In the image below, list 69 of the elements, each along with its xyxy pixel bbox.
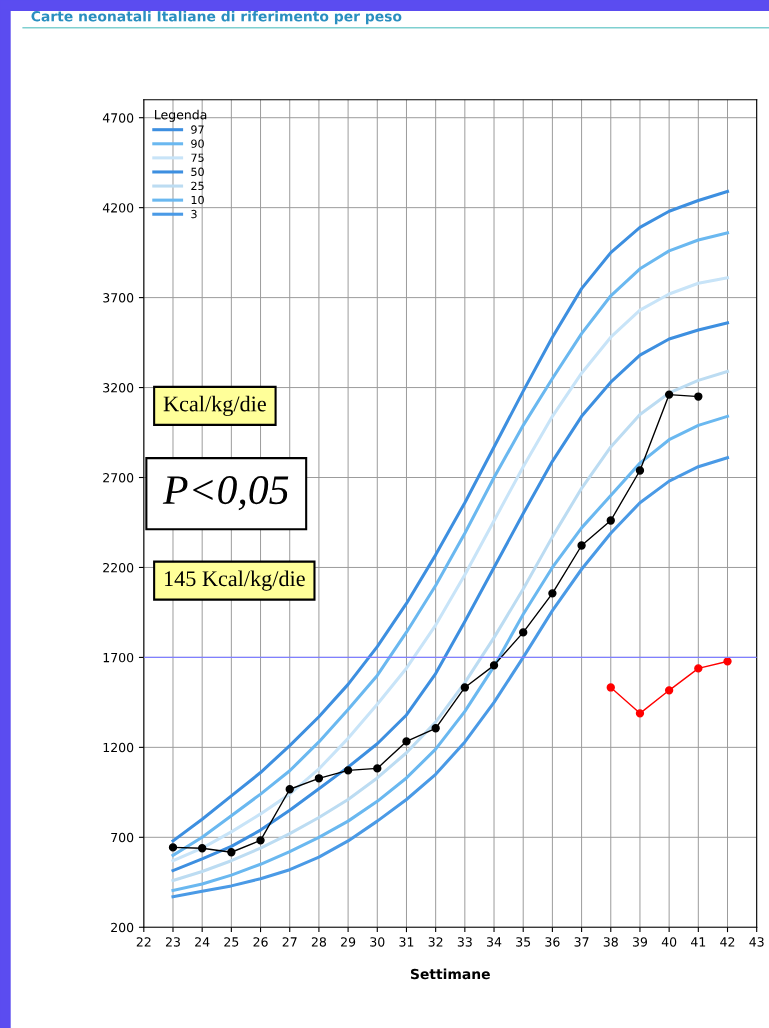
legend-label: 50 — [191, 167, 204, 177]
legend-label: 97 — [191, 125, 204, 134]
point — [343, 766, 353, 775]
x-axis-title: Settimane — [410, 968, 490, 980]
chart-title: Carte neonatali Italiane di riferimento per peso — [31, 10, 402, 25]
x-tick-label: 43 — [749, 937, 764, 947]
point — [402, 737, 411, 746]
annotation: 145 Kcal/kg/die — [164, 570, 305, 591]
y-tick-label: 4200 — [102, 203, 134, 213]
x-tick-label: 27 — [282, 937, 297, 947]
point — [723, 657, 732, 666]
x-tick-label: 42 — [720, 937, 735, 947]
point — [198, 844, 207, 853]
x-tick-label: 36 — [545, 937, 560, 947]
x-tick-label: 31 — [399, 937, 414, 947]
legend-label: 25 — [191, 181, 204, 191]
point — [635, 466, 645, 475]
annotation: Kcal/kg/die — [163, 395, 266, 416]
x-tick-label: 33 — [457, 937, 472, 947]
x-tick-label: 22 — [136, 937, 151, 947]
x-tick-label: 35 — [516, 937, 531, 947]
x-tick-label: 41 — [690, 937, 706, 947]
legend-label: 10 — [191, 195, 204, 205]
point — [227, 848, 236, 857]
point — [606, 516, 615, 525]
point — [373, 764, 382, 773]
x-tick-label: 26 — [253, 937, 268, 947]
y-tick-label: 1200 — [103, 742, 134, 753]
point — [285, 785, 294, 794]
x-tick-label: 24 — [195, 937, 210, 947]
y-tick-label: 3700 — [103, 293, 134, 303]
y-tick-label: 4700 — [102, 113, 134, 123]
x-tick-label: 23 — [165, 937, 180, 947]
legend-label: 75 — [191, 153, 204, 162]
point — [460, 683, 470, 692]
point — [519, 628, 528, 637]
x-tick-label: 32 — [428, 937, 443, 947]
point — [694, 664, 703, 673]
point — [635, 709, 645, 718]
x-tick-label: 38 — [603, 937, 618, 947]
legend-title: Legenda — [155, 109, 207, 122]
annotation: P<0,05 — [162, 476, 289, 511]
point — [489, 661, 499, 670]
y-tick-label: 1700 — [103, 652, 134, 663]
point — [577, 541, 586, 550]
legend-label: 3 — [191, 209, 197, 219]
point — [606, 683, 615, 692]
point — [314, 774, 324, 783]
y-tick-label: 200 — [111, 922, 134, 933]
point — [431, 724, 440, 733]
y-tick-label: 3200 — [103, 383, 134, 393]
point — [664, 686, 674, 695]
x-tick-label: 25 — [224, 937, 239, 947]
point — [694, 392, 703, 401]
y-tick-label: 700 — [111, 832, 134, 843]
x-tick-label: 29 — [341, 937, 356, 947]
x-tick-label: 34 — [487, 937, 502, 947]
x-tick-label: 30 — [370, 937, 385, 947]
x-tick-label: 39 — [632, 937, 648, 947]
point — [168, 843, 178, 852]
point — [548, 589, 557, 598]
point — [256, 836, 265, 845]
y-tick-label: 2200 — [103, 562, 134, 573]
y-tick-label: 2700 — [103, 472, 134, 483]
x-tick-label: 40 — [661, 937, 677, 947]
point — [664, 390, 674, 399]
x-tick-label: 28 — [311, 937, 327, 947]
x-tick-label: 37 — [574, 937, 589, 947]
legend-label: 90 — [191, 139, 204, 148]
